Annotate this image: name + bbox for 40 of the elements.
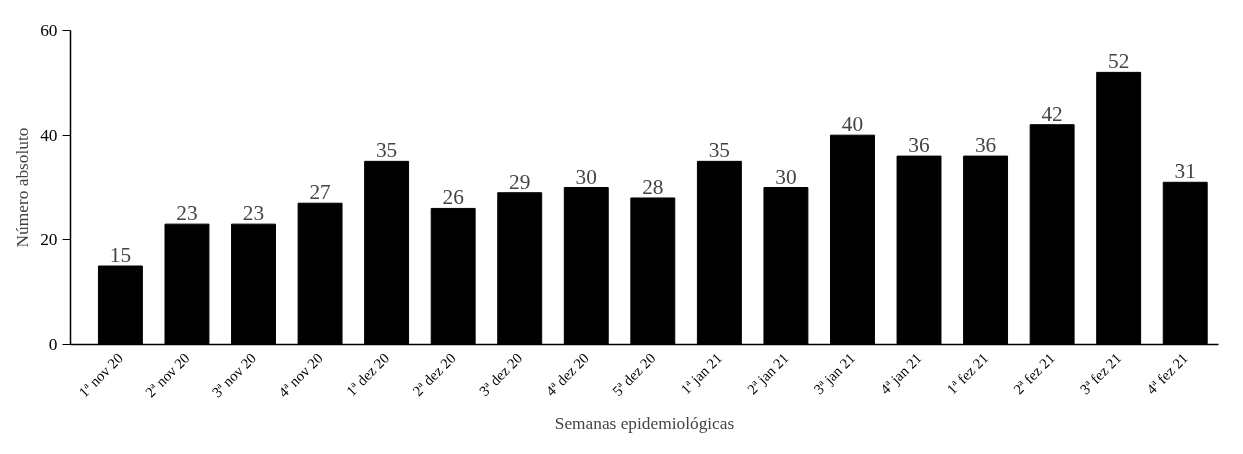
data-label: 30 [775, 164, 797, 189]
data-label: 26 [442, 185, 465, 210]
x-tick-label: 1ª jan 21 [677, 349, 726, 398]
x-axis-title: Semanas epidemiológicas [554, 413, 735, 433]
x-tick-label: 2ª dez 20 [409, 349, 459, 400]
data-label: 31 [1174, 159, 1196, 184]
data-label: 35 [708, 138, 731, 163]
data-label: 23 [242, 201, 265, 226]
x-tick-label: 3ª jan 21 [810, 349, 859, 398]
data-label: 36 [974, 133, 997, 158]
x-tick-label: 4ª fez 21 [1143, 349, 1191, 398]
data-label: 23 [176, 201, 198, 226]
x-tick-label: 1ª fez 21 [943, 349, 992, 398]
x-tick-label: 3ª fez 21 [1076, 349, 1125, 398]
data-label: 27 [309, 180, 332, 205]
x-tick-label: 3ª dez 20 [476, 349, 526, 400]
x-tick-label: 2ª fez 21 [1010, 349, 1058, 398]
y-tick-label: 40 [40, 125, 58, 145]
x-tick-label: 4ª dez 20 [542, 349, 592, 400]
x-tick-label: 4ª nov 20 [275, 349, 326, 401]
data-label: 30 [575, 164, 597, 189]
data-label: 52 [1108, 49, 1130, 74]
data-label: 28 [642, 174, 664, 199]
x-tick-label: 1ª nov 20 [75, 349, 127, 401]
y-tick-label: 60 [40, 21, 58, 40]
x-tick-label: 3ª nov 20 [208, 349, 260, 401]
data-label: 15 [109, 243, 132, 267]
x-tick-label: 2ª jan 21 [744, 349, 792, 398]
data-label: 36 [908, 133, 931, 158]
x-tick-label: 5ª dez 20 [609, 349, 659, 400]
x-tick-label: 2ª nov 20 [142, 349, 193, 401]
data-label: 40 [841, 112, 864, 137]
data-label: 42 [1041, 101, 1063, 126]
x-tick-label: 1ª dez 20 [342, 349, 393, 400]
y-tick-label: 0 [48, 335, 58, 354]
x-tick-label: 4ª jan 21 [877, 349, 925, 398]
y-tick-label: 20 [40, 230, 58, 250]
data-label: 29 [509, 169, 531, 194]
y-axis-title: Número absoluto [13, 127, 33, 248]
data-label: 35 [375, 138, 398, 163]
